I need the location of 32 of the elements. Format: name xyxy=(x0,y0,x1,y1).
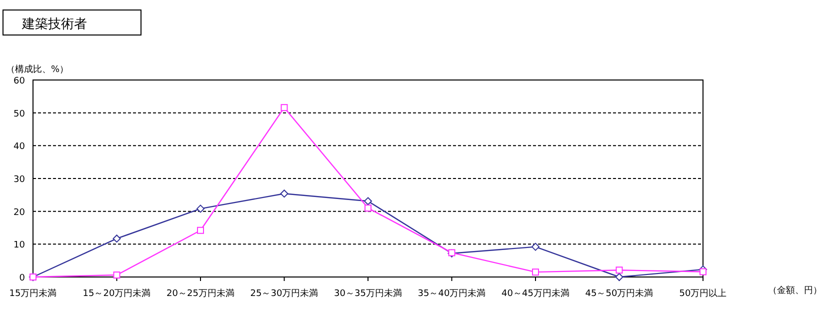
y-tick-label: 60 xyxy=(14,76,26,86)
point xyxy=(700,268,706,276)
y-tick-label: 10 xyxy=(14,240,26,251)
point xyxy=(616,266,623,274)
x-tick-label: 40～45万円未満 xyxy=(502,288,570,299)
point xyxy=(113,272,120,279)
y-tick-label: 20 xyxy=(14,208,26,218)
x-tick-label: 50万円以上 xyxy=(679,288,727,299)
y-tick-label: 30 xyxy=(14,175,26,185)
x-tick-label: 20～25万円未満 xyxy=(166,288,234,299)
point xyxy=(280,104,288,112)
x-tick-label: 25～30万円未満 xyxy=(250,288,318,299)
y-axis-title: （構成比、%） xyxy=(6,64,69,75)
point xyxy=(532,242,540,251)
point xyxy=(364,204,372,212)
point xyxy=(615,273,624,281)
point xyxy=(280,190,288,198)
x-tick-label: 35～40万円未満 xyxy=(418,288,486,299)
x-axis-title: （金額、円） xyxy=(768,285,822,296)
point xyxy=(532,268,539,276)
chart-title: 建築技術者 xyxy=(21,17,87,32)
point xyxy=(364,197,372,206)
point xyxy=(112,234,121,243)
y-tick-label: 0 xyxy=(19,274,26,284)
y-tick-label: 40 xyxy=(14,142,26,152)
x-tick-label: 15～20万円未満 xyxy=(82,288,151,299)
y-tick-label: 50 xyxy=(14,109,26,120)
point xyxy=(196,204,204,213)
x-tick-label: 15万円未満 xyxy=(9,288,57,299)
x-tick-label: 45～50万円未満 xyxy=(585,288,654,299)
x-tick-label: 30～35万円未満 xyxy=(334,288,402,299)
point xyxy=(197,226,204,234)
